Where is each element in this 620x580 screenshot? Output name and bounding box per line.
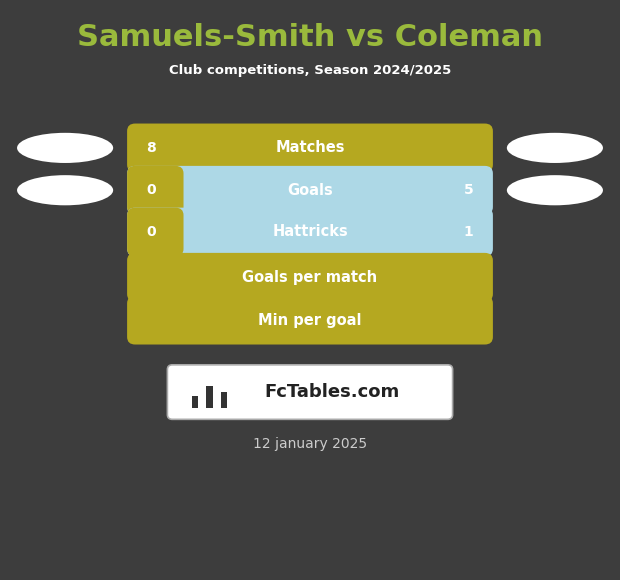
Bar — [192, 396, 198, 408]
Ellipse shape — [507, 175, 603, 205]
Text: Matches: Matches — [275, 140, 345, 155]
Bar — [221, 392, 227, 408]
Text: Goals per match: Goals per match — [242, 270, 378, 285]
Text: Hattricks: Hattricks — [272, 224, 348, 240]
Text: 5: 5 — [464, 183, 474, 197]
Ellipse shape — [17, 133, 113, 163]
Text: Min per goal: Min per goal — [259, 313, 361, 328]
FancyBboxPatch shape — [127, 253, 493, 302]
Text: Goals: Goals — [287, 183, 333, 198]
FancyBboxPatch shape — [127, 124, 493, 172]
Text: 8: 8 — [146, 141, 156, 155]
Ellipse shape — [507, 133, 603, 163]
FancyBboxPatch shape — [127, 166, 184, 215]
FancyBboxPatch shape — [127, 166, 493, 215]
FancyBboxPatch shape — [167, 365, 453, 419]
Text: Club competitions, Season 2024/2025: Club competitions, Season 2024/2025 — [169, 64, 451, 77]
Bar — [206, 386, 213, 408]
Text: 12 january 2025: 12 january 2025 — [253, 437, 367, 451]
Ellipse shape — [17, 175, 113, 205]
Text: 0: 0 — [146, 183, 156, 197]
Text: 0: 0 — [146, 225, 156, 239]
Text: FcTables.com: FcTables.com — [264, 383, 400, 401]
Text: 1: 1 — [464, 225, 474, 239]
Text: Samuels-Smith vs Coleman: Samuels-Smith vs Coleman — [77, 23, 543, 52]
FancyBboxPatch shape — [127, 208, 184, 256]
FancyBboxPatch shape — [127, 208, 493, 256]
FancyBboxPatch shape — [127, 296, 493, 345]
